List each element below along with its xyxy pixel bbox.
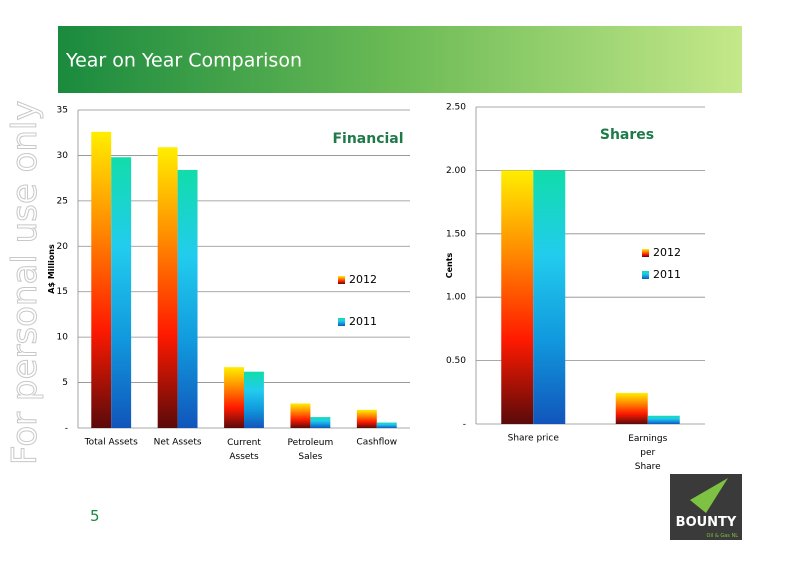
x-tick-label: Share price <box>508 434 560 444</box>
bar <box>376 422 397 428</box>
x-tick-label: Current Assets <box>227 438 261 462</box>
legend-swatch <box>338 276 345 284</box>
y-tick-label: - <box>65 424 68 434</box>
logo-mark <box>690 478 728 513</box>
legend-swatch <box>338 318 345 326</box>
y-tick-label: 1.50 <box>446 229 466 239</box>
y-tick-label: 5 <box>62 378 68 388</box>
page-number: 5 <box>90 507 100 525</box>
logo-name: BOUNTY <box>676 515 737 530</box>
x-tick-label: Cashflow <box>356 438 397 448</box>
logo-tagline: Oil & Gas NL <box>707 533 739 539</box>
watermark: For personal use only <box>5 101 45 465</box>
bar <box>177 169 198 429</box>
y-tick-label: 2.50 <box>446 103 466 113</box>
legend-label: 2012 <box>653 246 681 259</box>
bar <box>157 147 178 428</box>
bar <box>356 409 377 428</box>
bar <box>615 392 648 424</box>
logo: BOUNTY Oil & Gas NL <box>670 474 742 540</box>
legend-swatch <box>642 249 649 257</box>
header-band <box>58 26 742 93</box>
chart-title: Financial <box>332 131 403 147</box>
y-tick-label: 1.00 <box>446 293 466 303</box>
y-tick-label: 0.50 <box>446 356 466 366</box>
x-tick-label: Total Assets <box>84 438 138 448</box>
header-title: Year on Year Comparison <box>65 50 302 72</box>
y-tick-label: 10 <box>57 333 69 343</box>
legend-label: 2011 <box>653 268 681 281</box>
bar <box>533 170 566 424</box>
y-tick-label: - <box>463 420 466 430</box>
chart-title: Shares <box>600 127 654 143</box>
y-tick-label: 20 <box>57 242 69 252</box>
y-tick-label: 30 <box>57 151 69 161</box>
legend-swatch <box>642 271 649 279</box>
bar <box>224 367 244 428</box>
x-tick-label: Earnings per Share <box>628 434 667 472</box>
legend-label: 2011 <box>349 315 377 328</box>
bar <box>647 415 680 424</box>
y-tick-label: 25 <box>57 196 68 206</box>
y-axis-label: A$ Millions <box>47 244 56 294</box>
y-tick-label: 35 <box>57 106 68 116</box>
x-tick-label: Net Assets <box>154 438 202 448</box>
bar <box>501 170 534 424</box>
bar <box>310 417 331 428</box>
bar <box>244 371 264 428</box>
bar <box>91 131 112 428</box>
x-tick-label: Petroleum Sales <box>288 438 334 462</box>
legend-label: 2012 <box>349 273 377 286</box>
y-tick-label: 2.00 <box>446 166 466 176</box>
bar <box>111 157 132 428</box>
y-tick-label: 15 <box>57 287 68 297</box>
y-axis-label: Cents <box>445 252 454 278</box>
bar <box>290 403 311 428</box>
